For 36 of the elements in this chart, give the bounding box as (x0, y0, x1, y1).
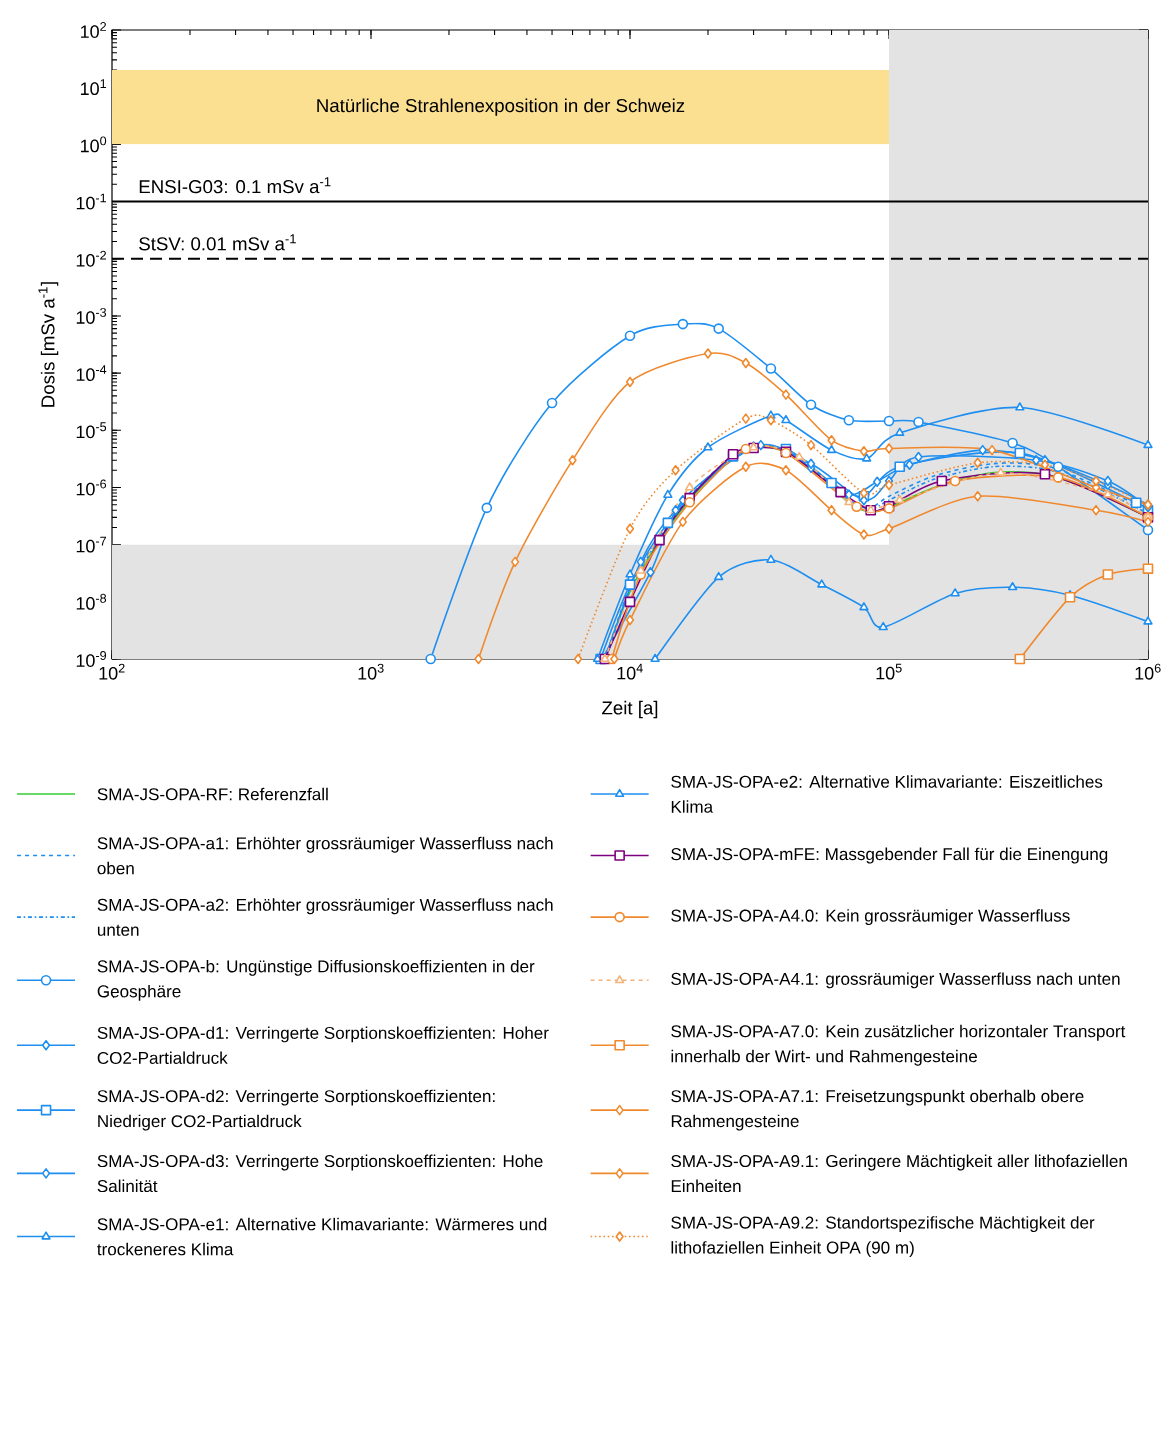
legend-label: SMA-JS-OPA-d3: Verringerte Sorptionskoeffizienten: Hohe Salinität (97, 1154, 543, 1193)
x-tick-label: 10$^{3}$ (358, 663, 384, 680)
legend-label: SMA-JS-OPA-e2: Alternative Klimavariante: Eiszeitliches Klima (671, 775, 1103, 813)
x-tick-label: 10$^{5}$ (876, 663, 902, 680)
y-tick-label: 10$^{-2}$ (76, 250, 106, 267)
legend-label: SMA-JS-OPA-A9.1: Geringere Mächtigkeit aller lithofaziellen Einheiten (671, 1154, 1127, 1193)
y-tick-label: 10$^{2}$ (80, 22, 106, 38)
legend-label: SMA-JS-OPA-A4.1: grossräumiger Wasserfluss nach unten (671, 972, 1120, 989)
legend-label: SMA-JS-OPA-A4.0: Kein grossräumiger Wasserfluss (671, 909, 1070, 926)
y-tick-label: 10$^{-7}$ (76, 536, 106, 553)
legend-label: SMA-JS-OPA-mFE: Massgebender Fall für die Einengung (671, 847, 1108, 864)
legend-label: SMA-JS-OPA-A7.1: Freisetzungspunkt oberhalb obere Rahmengesteine (671, 1089, 1084, 1131)
y-tick-label: 10$^{-4}$ (76, 365, 107, 381)
y-tick-label: 10$^{1}$ (80, 79, 107, 96)
x-tick-label: 10$^{4}$ (617, 663, 643, 680)
legend-label: SMA-JS-OPA-b: Ungünstige Diffusionskoeffizienten in der Geosphäre (97, 959, 535, 1001)
legend-label: SMA-JS-OPA-d2: Verringerte Sorptionskoeffizienten: Niedriger CO2-Partialdruck (97, 1089, 495, 1131)
legend-label: SMA-JS-OPA-a1: Erhöhter grossräumiger Wasserfluss nach oben (97, 836, 553, 875)
y-tick-label: 10$^{-5}$ (76, 422, 107, 439)
ref-line-label: ENSI-G03: 0.1 mSv a$^{-1}$ (139, 177, 331, 194)
y-tick-label: 10$^{-8}$ (76, 593, 107, 610)
x-axis-title: Zeit [a] (602, 700, 658, 719)
legend-label: SMA-JS-OPA-a2: Erhöhter grossräumiger Wasserfluss nach unten (97, 898, 553, 936)
y-tick-label: 10$^{-6}$ (76, 479, 107, 496)
y-tick-label: 10$^{-1}$ (76, 193, 107, 210)
x-tick-label: 10$^{6}$ (1135, 663, 1161, 680)
legend-label: SMA-JS-OPA-e1: Alternative Klimavariante: Wärmeres und trockeneres Klima (97, 1217, 547, 1256)
legend-label: SMA-JS-OPA-d1: Verringerte Sorptionskoeffizienten: Hoher CO2-Partialdruck (97, 1026, 549, 1064)
legend-label: SMA-JS-OPA-A9.2: Standortspezifische Mächtigkeit der lithofaziellen Einheit OPA (90 m) (671, 1216, 1095, 1258)
band-label: Natürliche Strahlenexposition in der Schweiz (317, 98, 685, 116)
y-tick-label: 10$^{0}$ (80, 136, 107, 153)
legend-label: SMA-JS-OPA-A7.0: Kein zusätzlicher horizontaler Transport innerhalb der Wirt- und Rahmengesteine (671, 1024, 1126, 1066)
ref-line-label: StSV: 0.01 mSv a$^{-1}$ (139, 234, 296, 251)
y-axis-title: Dosis [mSv a$^{-1}$] (38, 282, 59, 407)
legend-label: SMA-JS-OPA-RF: Referenzfall (97, 787, 328, 801)
y-tick-label: 10$^{-3}$ (76, 307, 107, 324)
